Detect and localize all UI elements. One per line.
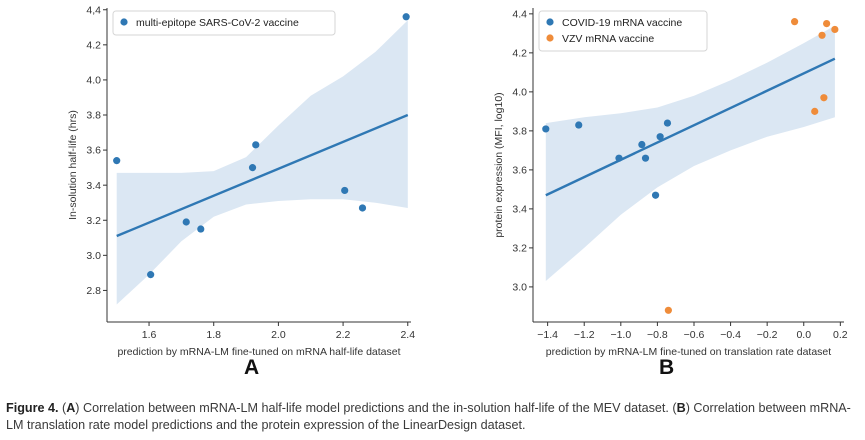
chart-b-legend-marker-0 [546, 18, 554, 26]
panel-letter-b: B [659, 356, 675, 379]
chart-a-y-axis-label: In-solution half-life (hrs) [67, 110, 79, 220]
chart-b-x-tick-label-2: −1.0 [610, 329, 631, 341]
chart-b-point-s0-3 [638, 140, 646, 149]
chart-b-legend-box [538, 10, 708, 52]
chart-a-y-tick-label-2: 3.2 [86, 215, 101, 227]
chart-a-point-s0-3 [197, 225, 205, 233]
caption-text-a: ) Correlation between mRNA-LM half-life … [75, 401, 677, 415]
chart-a-regression-line [116, 113, 409, 238]
chart-b-x-tick-label-8: 0.2 [833, 329, 848, 341]
chart-b-point-s0-5 [651, 191, 660, 199]
chart-b-y-tick-label-1: 3.2 [512, 242, 527, 254]
chart-b-y-tick-label-0: 3.0 [512, 281, 527, 293]
chart-a-point-s0-0 [113, 157, 121, 165]
chart-a: 1.6 1.8 2.0 2.2 2.4 2.8 3.0 3.2 3.4 3.6 3.8 4.0 4.2 4… [67, 4, 415, 358]
chart-b-point-s0-6 [656, 133, 664, 141]
chart-b-point-s1-2 [811, 107, 819, 115]
chart-b-point-s0-4 [641, 154, 650, 162]
chart-b-y-tick-label-2: 3.4 [512, 203, 527, 215]
chart-a-point-s0-5 [252, 141, 260, 149]
chart-b-point-s0-1 [575, 121, 583, 129]
chart-b-y-tick-label-7: 4.4 [512, 8, 527, 20]
chart-b-x-tick-label-0: −1.4 [537, 329, 558, 341]
chart-a-y-tick-label-1: 3.0 [86, 250, 101, 262]
chart-b-legend-label-1: VZV mRNA vaccine [562, 33, 654, 45]
panel-letter-a: A [244, 356, 260, 379]
chart-a-x-tick-label-4: 2.4 [400, 329, 415, 341]
chart-b-y-axis-label: protein expression (MFI, log10) [493, 92, 505, 237]
chart-b-point-s1-0 [664, 306, 672, 314]
chart-b-point-s0-0 [542, 125, 550, 133]
chart-b-x-tick-label-5: −0.4 [720, 329, 741, 341]
chart-a-y-tick-label-8: 4,4 [86, 4, 101, 16]
chart-a-legend-marker-0 [120, 18, 128, 26]
caption-lead: Figure 4. [6, 401, 59, 415]
figure-caption: Figure 4. (A) Correlation between mRNA-L… [6, 400, 862, 434]
chart-a-x-tick-label-0: 1.6 [142, 329, 157, 341]
chart-a-x-tick-label-1: 1.8 [206, 329, 221, 341]
chart-a-y-tick-label-0: 2.8 [86, 285, 101, 297]
chart-a-y-tick-label-5: 3.8 [86, 110, 101, 122]
chart-b-legend-label-0: COVID-19 mRNA vaccine [562, 17, 682, 29]
chart-a-point-s0-8 [402, 13, 410, 21]
caption-open-a: ( [58, 401, 67, 415]
chart-b-x-tick-label-3: −0.8 [647, 329, 668, 341]
chart-a-point-s0-6 [341, 186, 349, 195]
chart-a-x-tick-label-2: 2.0 [271, 329, 286, 341]
chart-a-y-tick-label-4: 3.6 [86, 145, 101, 157]
chart-a-legend-box [112, 10, 336, 36]
chart-b-y-tick-label-3: 3.6 [512, 164, 527, 176]
chart-b-regression-line [545, 57, 836, 197]
chart-a-x-axis-label: prediction by mRNA-LM fine-tuned on mRNA… [117, 346, 400, 358]
chart-b-point-s1-1 [791, 18, 799, 26]
chart-b-point-s0-2 [615, 154, 623, 162]
chart-a-point-s0-2 [182, 218, 190, 226]
chart-b-x-axis-label: prediction by mRNA-LM fine-tuned on tran… [546, 346, 831, 358]
chart-b-confidence-band [545, 25, 835, 281]
chart-a-confidence-band [116, 20, 408, 305]
caption-ref-a: A [66, 401, 76, 415]
chart-b-x-tick-label-6: −0.2 [757, 329, 778, 341]
chart-b-x-tick-label-4: −0.6 [684, 329, 705, 341]
chart-b-point-s1-3 [818, 31, 826, 39]
chart-b-x-tick-label-7: 0.0 [796, 329, 811, 341]
chart-b-legend-marker-1 [546, 34, 554, 42]
chart-b-y-tick-label-4: 3.8 [512, 125, 527, 137]
chart-a-y-tick-label-7: 4.2 [86, 39, 101, 51]
chart-a-x-tick-label-3: 2.2 [336, 329, 351, 341]
chart-b-point-s0-7 [663, 119, 672, 127]
chart-a-legend-label-0: multi-epitope SARS-CoV-2 vaccine [136, 17, 299, 29]
chart-b-point-s1-6 [831, 25, 839, 34]
chart-b-point-s1-5 [823, 20, 831, 28]
chart-b-y-tick-label-5: 4.0 [512, 86, 527, 98]
chart-b: −1.4 −1.2 −1.0 −0.8 −0.6 −0.4 −0.2 0.0 0.2 3.0 3.2… [493, 8, 848, 358]
chart-a-point-s0-4 [248, 164, 257, 172]
caption-text-b: ) Correlation between mRNA-LM translatio… [6, 401, 851, 432]
chart-b-point-s1-4 [820, 94, 828, 102]
chart-a-point-s0-1 [147, 271, 155, 279]
caption-ref-b: B [676, 401, 686, 415]
chart-b-x-tick-label-1: −1.2 [574, 329, 595, 341]
chart-b-y-tick-label-6: 4.2 [512, 47, 527, 59]
chart-a-y-tick-label-6: 4.0 [86, 75, 101, 87]
chart-a-point-s0-7 [358, 204, 367, 212]
chart-a-y-tick-label-3: 3.4 [86, 180, 101, 192]
